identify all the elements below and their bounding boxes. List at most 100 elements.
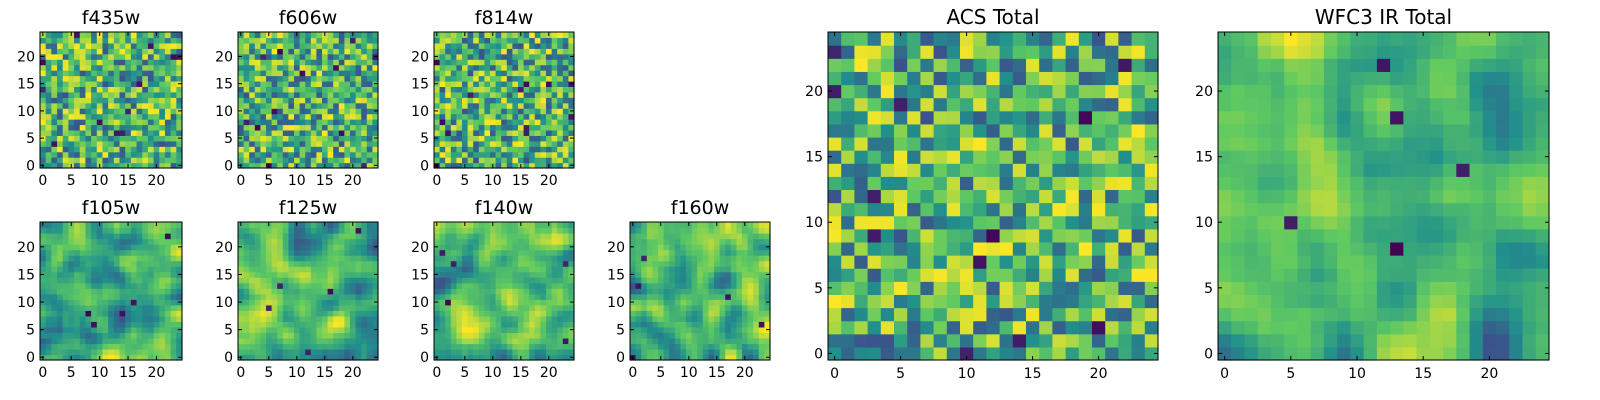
heatmap-cell [355,260,362,267]
heatmap-cell [170,222,177,229]
heatmap-cell [243,70,250,77]
heatmap-cell [1039,294,1053,309]
heatmap-cell [534,135,541,142]
heatmap-cell [136,299,143,306]
heatmap-cell [501,260,508,267]
heatmap-cell [51,124,58,131]
heatmap-cell [484,233,491,240]
heatmap-cell [316,75,323,82]
heatmap-cell [854,241,869,256]
heatmap-cell [708,321,715,328]
heatmap-cell [310,304,317,311]
heatmap-cell [170,75,177,82]
heatmap-cell [91,260,98,267]
heatmap-cell [79,310,87,317]
heatmap-cell [568,277,575,284]
heatmap-cell [305,80,312,87]
heatmap-cell [562,37,569,44]
heatmap-cell [260,151,267,158]
heatmap-cell [753,244,760,251]
heatmap-cell [641,348,648,356]
heatmap-cell [478,162,485,169]
heatmap-cell [125,249,132,256]
heatmap-cell [96,97,104,104]
heatmap-cell [1105,281,1119,295]
heatmap-cell [540,119,547,126]
heatmap-cell [1052,333,1067,348]
heatmap-cell [540,86,547,93]
heatmap-cell [546,135,553,142]
heatmap-cell [467,244,474,251]
heatmap-cell [484,48,491,55]
heatmap-cell [1144,163,1159,177]
heatmap-cell [641,227,648,234]
heatmap-cell [484,42,491,49]
heatmap-cell [159,244,166,251]
heatmap-cell [96,315,104,322]
heatmap-cell [355,75,362,82]
heatmap-cell [249,354,256,361]
heatmap-cell [635,310,642,317]
heatmap-cell [434,140,441,147]
heatmap-cell [68,135,75,142]
heatmap-cell [288,135,295,142]
heatmap-cell [557,91,564,98]
heatmap-cell [322,119,329,126]
heatmap-cell [646,266,653,273]
heatmap-cell [635,288,642,295]
heatmap-cell [501,299,508,306]
heatmap-cell [153,244,160,251]
heatmap-cell [164,222,172,229]
heatmap-cell [294,304,301,311]
heatmap-cell [260,299,267,306]
heatmap-cell [282,42,289,49]
heatmap-cell [999,268,1014,282]
heatmap-cell [540,157,547,164]
heatmap-cell [344,42,351,49]
heatmap-cell [702,238,709,245]
heatmap-cell [277,129,284,136]
heatmap-cell [708,238,715,245]
heatmap-cell [361,80,368,87]
heatmap-cell [333,91,340,98]
heatmap-cell [344,70,351,77]
heatmap-cell [238,343,245,350]
heatmap-cell [1078,215,1093,230]
heatmap-cell [478,97,485,104]
heatmap-cell [142,102,149,109]
heatmap-cell [540,255,547,262]
heatmap-cell [462,304,469,311]
heatmap-cell [277,282,284,289]
heatmap-cell [714,255,721,262]
heatmap-cell [125,260,132,267]
heatmap-cell [445,91,452,98]
heatmap-cell [708,282,715,289]
x-tick-label: 20 [736,365,754,381]
heatmap-cell [260,227,267,234]
heatmap-cell [1105,268,1119,282]
heatmap-cell [478,37,485,44]
heatmap-cell [1012,268,1027,282]
heatmap-cell [254,277,261,284]
heatmap-cell [277,244,284,251]
heatmap-cell [45,86,52,93]
heatmap-cell [462,48,469,55]
heatmap-cell [490,113,497,120]
heatmap-cell [867,346,882,361]
heatmap-cell [147,42,155,49]
heatmap-cell [652,244,659,251]
heatmap-cell [57,299,64,306]
heatmap-cell [557,227,564,234]
heatmap-cell [467,293,474,300]
heatmap-cell [686,255,693,262]
heatmap-cell [153,113,160,120]
heatmap-cell [164,277,172,284]
heatmap-cell [495,293,502,300]
heatmap-cell [1092,176,1106,191]
heatmap-cell [147,37,155,44]
heatmap-cell [523,37,530,44]
heatmap-cell [305,222,312,229]
x-tick-label: 15 [119,365,137,381]
heatmap-cell [534,113,541,120]
heatmap-cell [333,348,340,356]
